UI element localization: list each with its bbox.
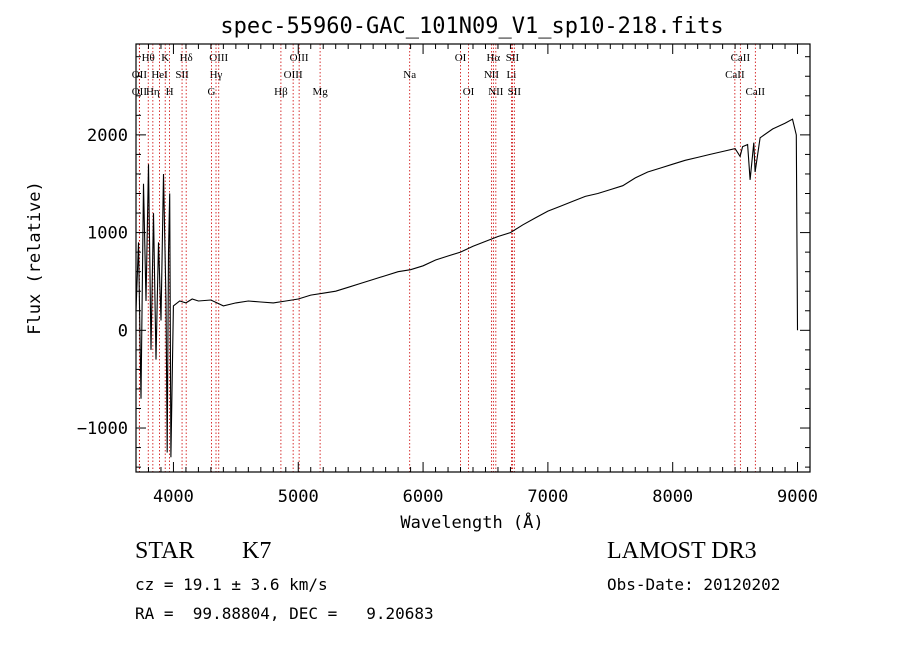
x-tick-label: 7000 [527, 487, 568, 507]
marker-label: Na [403, 69, 416, 81]
x-tick-label: 9000 [777, 487, 818, 507]
marker-label: K [161, 52, 169, 64]
marker-label: CaII [731, 52, 751, 64]
marker-label: OIII [290, 52, 309, 64]
y-axis-label: Flux (relative) [25, 181, 45, 335]
marker-label: NII [484, 69, 500, 81]
x-tick-label: 6000 [403, 487, 444, 507]
marker-label: OI [455, 52, 467, 64]
flux-series-line [135, 118, 799, 458]
object-class: STAR [135, 538, 195, 564]
marker-label: Mg [312, 86, 328, 98]
x-axis-label: Wavelength (Å) [400, 511, 543, 533]
marker-label: OIII [284, 69, 303, 81]
plot-frame [135, 43, 811, 473]
marker-label: Hθ [142, 52, 155, 64]
marker-label: Hη [146, 86, 160, 98]
marker-label: Hα [486, 52, 500, 64]
marker-label: G [208, 86, 216, 98]
survey-name: LAMOST DR3 [607, 538, 757, 564]
y-tick-label: 0 [118, 321, 128, 341]
coordinates: RA = 99.88804, DEC = 9.20683 [135, 604, 434, 623]
marker-label: NII [488, 86, 504, 98]
marker-label: SII [175, 69, 189, 81]
marker-label: Hδ [180, 52, 193, 64]
marker-label: CaII [746, 86, 766, 98]
marker-label: Hγ [210, 69, 223, 81]
x-tick-label: 8000 [652, 487, 693, 507]
marker-label: HeI [151, 69, 168, 81]
observation-date: Obs-Date: 20120202 [607, 575, 781, 594]
marker-label: Li [507, 69, 517, 81]
marker-label: SII [508, 86, 522, 98]
x-tick-label: 5000 [278, 487, 319, 507]
marker-label: SII [506, 52, 520, 64]
y-tick-label: 1000 [87, 224, 128, 244]
redshift-velocity: cz = 19.1 ± 3.6 km/s [135, 575, 328, 594]
chart-title: spec-55960-GAC_101N09_V1_sp10-218.fits [220, 14, 723, 39]
marker-label: OIII [209, 52, 228, 64]
object-subclass: K7 [242, 538, 272, 564]
marker-label: Hβ [274, 86, 288, 98]
y-tick-label: −1000 [77, 419, 128, 439]
y-tick-label: 2000 [87, 126, 128, 146]
marker-label: H [166, 86, 174, 98]
axes: 4000 5000 6000 7000 8000 9000 −1000 0 1000 2000 [77, 44, 818, 507]
marker-label: CaII [725, 69, 745, 81]
marker-label: OI [463, 86, 475, 98]
x-tick-label: 4000 [153, 487, 194, 507]
